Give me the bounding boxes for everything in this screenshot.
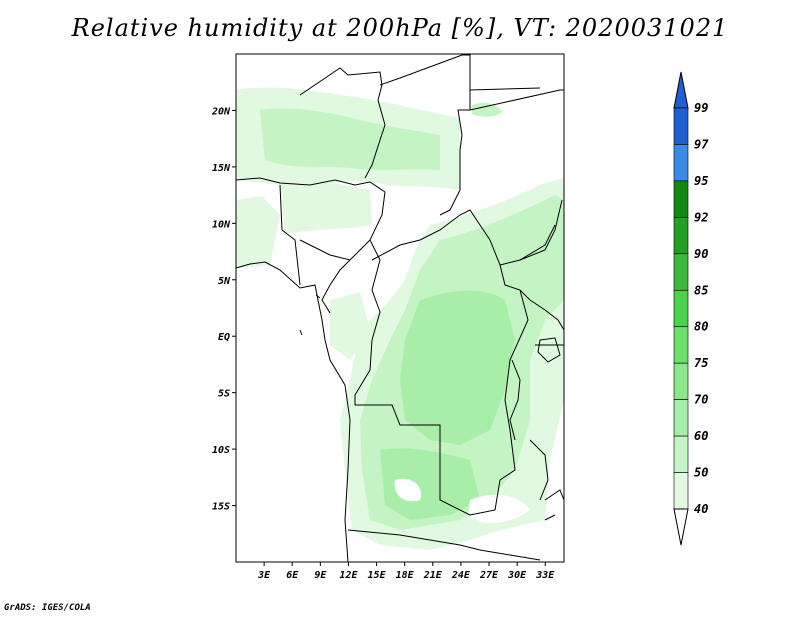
colorbar-label: 95 <box>694 174 708 188</box>
colorbar-label: 99 <box>694 101 708 115</box>
lat-label: 5N <box>218 276 231 287</box>
colorbar-label: 70 <box>694 393 708 407</box>
humidity-patch-gulf <box>330 292 370 360</box>
humidity-dry-hole-south <box>394 478 421 502</box>
border-eastern-small <box>544 489 565 521</box>
colorbar-label: 85 <box>694 283 708 297</box>
lat-label: 15S <box>212 502 230 513</box>
colorbar-label: 97 <box>694 137 709 151</box>
border-ethiopia <box>469 87 556 261</box>
lon-label: 6E <box>286 570 299 581</box>
border-drc-east <box>439 289 529 516</box>
colorbar-swatch <box>673 362 689 400</box>
colorbar-label: 40 <box>694 502 708 516</box>
lon-label: 12E <box>339 570 358 581</box>
border-chad-sudan <box>439 89 564 216</box>
humidity-patch-north-west-inner <box>260 108 440 170</box>
colorbar-top-arrow <box>673 71 689 109</box>
lon-label: 3E <box>257 570 271 581</box>
lon-label: 21E <box>423 570 443 581</box>
lat-label: 15N <box>212 163 231 174</box>
lat-label: 20N <box>211 106 231 117</box>
humidity-main-core <box>400 290 515 445</box>
colorbar-swatch <box>673 472 689 510</box>
humidity-dry-hole-southeast <box>468 494 530 524</box>
lat-label: 5S <box>218 389 230 400</box>
colorbar-label: 92 <box>694 210 708 224</box>
border-congo <box>354 339 441 475</box>
longitude-axis: 3E 6E 9E 12E 15E 18E 21E 24E 27E 30E 33E <box>257 562 555 581</box>
colorbar-label: 80 <box>694 320 708 334</box>
border-sudan-south <box>499 199 563 266</box>
lat-label: 10S <box>212 445 230 456</box>
humidity-patch-sahel <box>280 178 372 235</box>
colorbar-swatch <box>673 107 689 145</box>
border-sahara-north <box>299 67 386 179</box>
lat-label: EQ <box>218 332 230 343</box>
gulf-guinea-islands <box>299 294 321 336</box>
country-borders <box>235 54 565 563</box>
colorbar-swatch <box>673 435 689 473</box>
lon-label: 33E <box>535 570 555 581</box>
lon-label: 15E <box>368 570 387 581</box>
border-nigeria <box>279 184 386 286</box>
colorbar-swatch <box>673 144 689 182</box>
colorbar-swatch <box>673 326 689 364</box>
border-cameroon <box>321 239 381 341</box>
colorbar-label: 75 <box>694 356 708 370</box>
colorbar-swatch <box>673 180 689 218</box>
lake-east-1 <box>509 359 521 441</box>
map-title: Relative humidity at 200hPa [%], VT: 202… <box>71 14 729 42</box>
humidity-patch-west-coast <box>236 196 280 268</box>
colorbar-swatch <box>673 399 689 437</box>
colorbar-label: 90 <box>694 247 708 261</box>
colorbar-label: 50 <box>694 466 708 480</box>
border-sahel-belt <box>235 177 386 193</box>
lon-label: 24E <box>451 570 471 581</box>
latitude-axis: 20N 15N 10N 5N EQ 5S 10S 15S <box>211 106 236 513</box>
border-car <box>371 209 531 301</box>
colorbar-bottom-arrow <box>673 508 689 546</box>
lon-label: 27E <box>479 570 499 581</box>
coastline-west-africa <box>235 261 351 563</box>
humidity-fields <box>236 87 564 550</box>
grads-credit: GrADS: IGES/COLA <box>4 603 91 613</box>
lat-label: 10N <box>212 219 231 230</box>
lon-label: 9E <box>314 570 327 581</box>
lake-east-2 <box>529 439 549 501</box>
border-east-uganda <box>529 299 565 346</box>
map-frame <box>235 53 565 563</box>
humidity-patch-north-east <box>472 102 502 117</box>
colorbar: 99 97 95 92 90 85 80 75 70 60 50 40 <box>673 71 709 546</box>
lon-label: 18E <box>396 570 415 581</box>
colorbar-swatch <box>673 253 689 291</box>
colorbar-label: 60 <box>694 429 708 443</box>
lon-label: 30E <box>507 570 527 581</box>
humidity-south-core <box>380 448 480 520</box>
border-angola-south <box>347 529 541 561</box>
lake-victoria <box>537 337 561 363</box>
colorbar-swatch <box>673 217 689 255</box>
colorbar-swatch <box>673 289 689 328</box>
